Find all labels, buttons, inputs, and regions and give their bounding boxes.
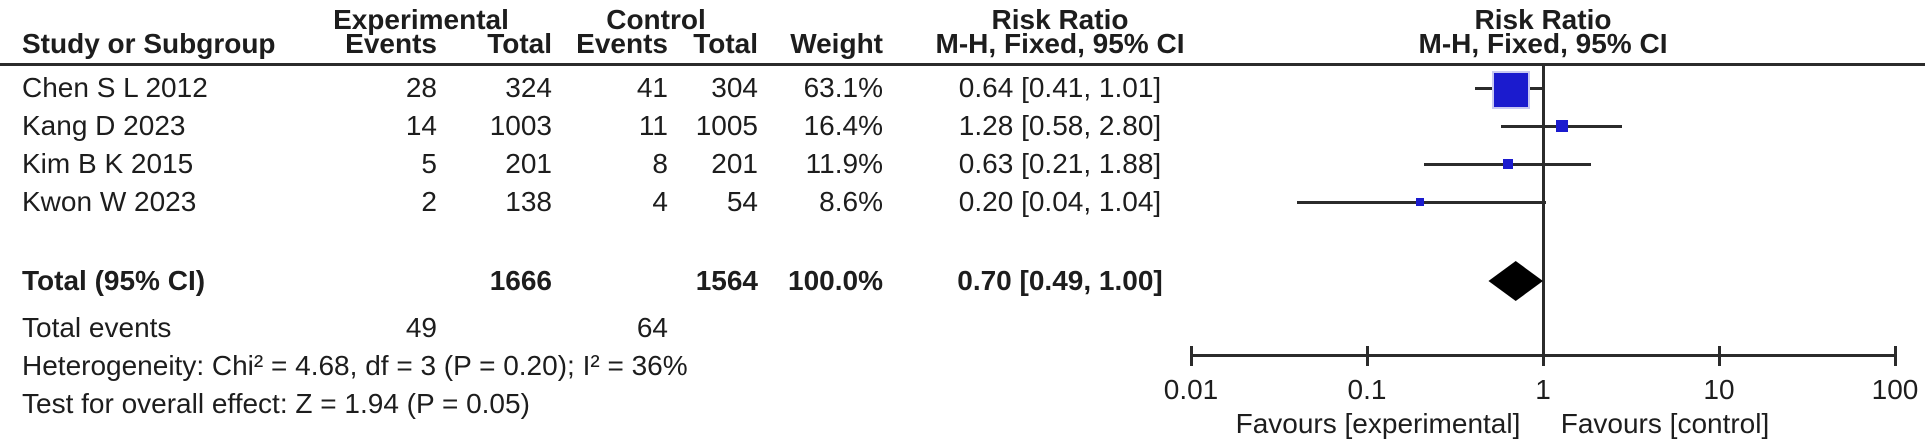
col-header-events-exp: Events <box>345 28 437 59</box>
x-axis-tick-label: 1 <box>1535 374 1551 405</box>
study-weight-square <box>1415 198 1424 206</box>
study-events-ctl: 4 <box>652 186 668 217</box>
study-name: Chen S L 2012 <box>22 72 208 103</box>
study-total-exp: 1003 <box>489 110 552 141</box>
overall-effect-text: Test for overall effect: Z = 1.94 (P = 0… <box>22 388 530 419</box>
x-axis-tick-label: 100 <box>1871 374 1919 405</box>
study-events-ctl: 11 <box>638 110 668 141</box>
x-axis-tick <box>1541 346 1545 366</box>
study-events-ctl: 8 <box>652 148 668 179</box>
study-events-ctl: 41 <box>636 72 668 103</box>
col-header-mh-right: M-H, Fixed, 95% CI <box>1418 28 1668 59</box>
total-label: Total (95% CI) <box>22 265 206 296</box>
study-weight-square <box>1555 120 1568 132</box>
study-events-exp: 28 <box>405 72 437 103</box>
total-diamond <box>1488 261 1543 301</box>
total-events-exp: 49 <box>405 312 437 343</box>
col-header-events-ctl: Events <box>576 28 668 59</box>
x-axis-tick-label: 10 <box>1703 374 1735 405</box>
study-name: Kim B K 2015 <box>22 148 194 179</box>
study-weight: 8.6% <box>819 186 883 217</box>
x-axis-tick <box>1189 346 1193 366</box>
study-rr-ci: 0.63 [0.21, 1.88] <box>958 148 1162 179</box>
x-axis-tick <box>1893 346 1897 366</box>
x-axis-tick <box>1365 346 1369 366</box>
study-weight: 63.1% <box>803 72 883 103</box>
study-events-exp: 14 <box>405 110 437 141</box>
x-axis-tick <box>1717 346 1721 366</box>
study-total-ctl: 1005 <box>695 110 758 141</box>
study-total-ctl: 54 <box>726 186 758 217</box>
null-effect-line <box>1541 66 1545 357</box>
x-axis-tick-label: 0.1 <box>1347 374 1387 405</box>
total-weight: 100.0% <box>788 265 883 296</box>
total-n-ctl: 1564 <box>695 265 758 296</box>
group-header-experimental: Experimental <box>333 4 509 35</box>
study-rr-ci: 1.28 [0.58, 2.80] <box>958 110 1162 141</box>
col-header-total-ctl: Total <box>693 28 758 59</box>
study-weight-square <box>1502 159 1513 169</box>
col-header-mh-left: M-H, Fixed, 95% CI <box>935 28 1185 59</box>
col-header-weight: Weight <box>790 28 883 59</box>
total-events-label: Total events <box>22 312 172 343</box>
study-rr-ci: 0.20 [0.04, 1.04] <box>958 186 1162 217</box>
study-weight: 16.4% <box>803 110 883 141</box>
study-total-ctl: 304 <box>711 72 758 103</box>
study-rr-ci: 0.64 [0.41, 1.01] <box>958 72 1162 103</box>
study-weight-square <box>1491 71 1530 109</box>
study-total-exp: 324 <box>505 72 552 103</box>
study-weight: 11.9% <box>805 148 883 179</box>
total-events-ctl: 64 <box>636 312 668 343</box>
study-events-exp: 5 <box>421 148 437 179</box>
x-axis-tick-label: 0.01 <box>1163 374 1219 405</box>
col-header-total-exp: Total <box>487 28 552 59</box>
study-events-exp: 2 <box>421 186 437 217</box>
total-n-exp: 1666 <box>489 265 552 296</box>
favours-control-label: Favours [control] <box>1560 408 1770 439</box>
total-rr-ci: 0.70 [0.49, 1.00] <box>957 265 1163 296</box>
group-header-risk-ratio-right: Risk Ratio <box>1474 4 1612 35</box>
header-underline <box>0 63 1925 66</box>
study-name: Kang D 2023 <box>22 110 186 141</box>
study-total-exp: 138 <box>505 186 552 217</box>
study-total-ctl: 201 <box>711 148 758 179</box>
group-header-control: Control <box>606 4 706 35</box>
group-header-risk-ratio-left: Risk Ratio <box>991 4 1129 35</box>
study-name: Kwon W 2023 <box>22 186 197 217</box>
heterogeneity-text: Heterogeneity: Chi² = 4.68, df = 3 (P = … <box>22 350 688 381</box>
col-header-study: Study or Subgroup <box>22 28 276 59</box>
study-total-exp: 201 <box>505 148 552 179</box>
favours-experimental-label: Favours [experimental] <box>1235 408 1521 439</box>
